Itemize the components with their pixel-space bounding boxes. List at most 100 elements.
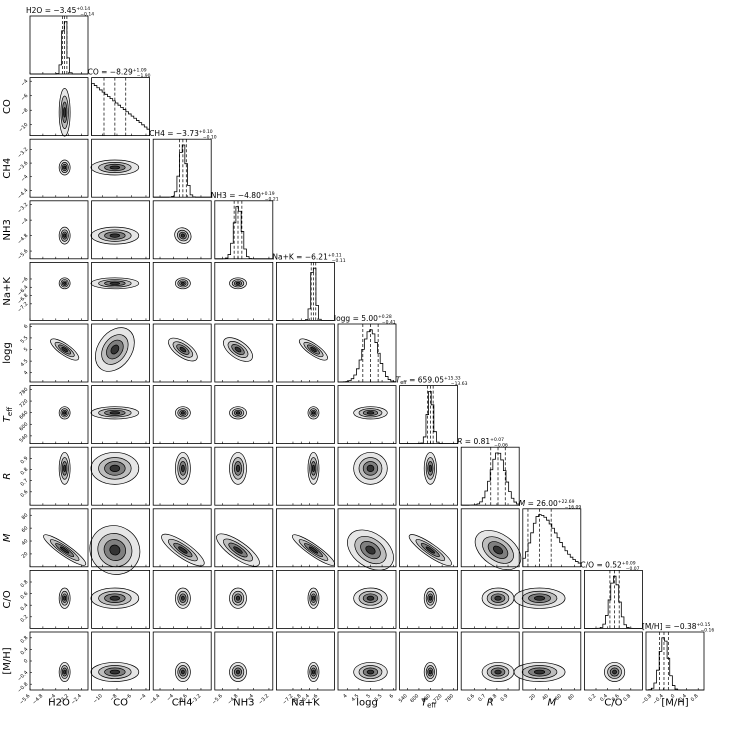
x-tick-label-10-6-2: 660 bbox=[421, 693, 432, 704]
x-axis-label-6: Teff bbox=[421, 698, 436, 710]
panel-9-1 bbox=[90, 570, 150, 629]
x-tick-label-10-2-1: −4 bbox=[166, 693, 175, 702]
x-tick-label-10-7-2: 0.8 bbox=[488, 693, 498, 703]
contour-8-3-3 bbox=[233, 546, 243, 554]
panel-7-0 bbox=[29, 446, 89, 506]
y-tick-label-1-3: −4 bbox=[20, 78, 29, 87]
panel-10-0 bbox=[29, 631, 89, 691]
panel-9-3 bbox=[214, 570, 274, 629]
x-tick-label-10-1-2: −6 bbox=[123, 693, 132, 702]
panel-frame-4-1 bbox=[91, 261, 150, 321]
panel-4-2 bbox=[152, 261, 212, 321]
contour-9-6-3 bbox=[428, 595, 432, 601]
contour-10-4-3 bbox=[312, 669, 315, 675]
panel-frame-3-1 bbox=[91, 200, 150, 260]
panel-title-9: C/O = 0.52+0.09 bbox=[580, 560, 635, 569]
panel-9-8 bbox=[513, 570, 582, 629]
contour-7-4-3 bbox=[312, 464, 315, 473]
x-axis-label-1: CO bbox=[113, 698, 128, 709]
panel-frame-2-0 bbox=[29, 138, 89, 198]
panel-5-1 bbox=[91, 323, 150, 383]
contour-6-0-3 bbox=[63, 411, 67, 415]
panel-3-1 bbox=[90, 200, 150, 260]
y-tick-label-1-2: −6 bbox=[20, 93, 29, 102]
panel-title-0: H2O = −3.45+0.14 bbox=[26, 6, 90, 15]
x-axis-label-0: H2O bbox=[48, 698, 70, 709]
y-axis-label-4: Na+K bbox=[2, 277, 13, 306]
contour-10-7-3 bbox=[494, 669, 502, 675]
panel-title-4: Na+K = −6.21+0.11 bbox=[272, 252, 341, 261]
panel-10-8 bbox=[513, 631, 582, 691]
panel-title-sub-8: −16.09 bbox=[565, 504, 582, 510]
panel-frame-10-1 bbox=[91, 631, 150, 691]
panel-frame-8-8 bbox=[522, 508, 582, 568]
contour-4-1-3 bbox=[109, 281, 121, 285]
x-tick-label-10-5-2: 5 bbox=[365, 693, 371, 699]
panel-6-5 bbox=[337, 385, 397, 445]
panel-frame-4-0 bbox=[29, 261, 89, 321]
panel-frame-6-5 bbox=[337, 385, 397, 445]
contour-10-3-3 bbox=[235, 669, 241, 675]
panel-frame-7-3 bbox=[214, 446, 274, 506]
panel-frame-1-0 bbox=[29, 77, 89, 136]
panel-8-2 bbox=[152, 508, 212, 568]
panel-frame-7-6 bbox=[399, 446, 459, 506]
contour-5-4-3 bbox=[310, 346, 317, 353]
y-tick-label-10-4: 0.8 bbox=[20, 635, 30, 645]
panel-7-4 bbox=[275, 446, 335, 506]
histogram-8 bbox=[522, 514, 582, 567]
panel-4-4 bbox=[275, 261, 335, 321]
y-tick-label-5-3: 5.5 bbox=[20, 335, 30, 345]
panel-frame-0-0 bbox=[29, 15, 89, 75]
contour-2-1-3 bbox=[109, 165, 121, 170]
panel-frame-9-9 bbox=[584, 570, 643, 629]
y-tick-label-7-0: 0.6 bbox=[20, 489, 30, 499]
contour-10-0-3 bbox=[63, 669, 67, 675]
panel-10-3 bbox=[214, 631, 274, 691]
x-tick-label-10-4-3: −6 bbox=[310, 693, 319, 702]
panel-6-6 bbox=[399, 385, 459, 445]
panel-frame-5-2 bbox=[152, 323, 212, 383]
panel-10-6 bbox=[399, 631, 459, 691]
panel-8-8 bbox=[522, 508, 582, 568]
panel-9-2 bbox=[152, 570, 212, 629]
panel-frame-8-7 bbox=[460, 508, 520, 568]
panel-8-5 bbox=[337, 508, 397, 571]
panel-4-0 bbox=[29, 261, 89, 321]
x-tick-label-10-2-0: −4.4 bbox=[149, 693, 162, 706]
y-axis-label-10: [M/H] bbox=[2, 647, 13, 674]
y-tick-label-7-3: 0.9 bbox=[20, 456, 30, 466]
contour-3-2-3 bbox=[180, 233, 185, 238]
contour-6-2-3 bbox=[180, 411, 185, 415]
y-tick-label-7-1: 0.7 bbox=[20, 478, 30, 488]
x-tick-label-10-6-4: 780 bbox=[444, 693, 455, 704]
panel-7-2 bbox=[152, 446, 212, 506]
x-tick-label-10-7-1: 0.7 bbox=[477, 693, 487, 703]
histogram-1 bbox=[91, 83, 150, 136]
panel-7-5 bbox=[337, 446, 397, 506]
panel-7-1 bbox=[90, 446, 150, 506]
panel-title-sub-5: −0.41 bbox=[382, 320, 396, 326]
panel-title-sub-0: −0.14 bbox=[80, 12, 94, 18]
y-tick-label-8-3: 80 bbox=[21, 512, 30, 521]
contour-7-6-3 bbox=[428, 464, 432, 473]
y-tick-label-3-3: −3.2 bbox=[17, 202, 30, 215]
panel-frame-6-6 bbox=[399, 385, 459, 445]
x-tick-label-10-10-4: 0.8 bbox=[690, 693, 700, 703]
y-tick-label-6-4: 780 bbox=[18, 387, 29, 398]
contour-9-0-3 bbox=[63, 595, 67, 601]
x-axis-label-7: R bbox=[487, 698, 494, 709]
panel-title-sub-1: −1.90 bbox=[137, 73, 151, 79]
contour-5-3-3 bbox=[234, 346, 242, 353]
contour-7-3-3 bbox=[235, 464, 241, 473]
contour-1-0-3 bbox=[63, 107, 67, 118]
x-tick-label-10-1-3: −4 bbox=[138, 693, 147, 702]
panel-frame-10-0 bbox=[29, 631, 89, 691]
panel-frame-6-2 bbox=[152, 385, 212, 445]
panel-title-10: [M/H] = −0.38+0.15 bbox=[642, 622, 710, 631]
panel-10-4 bbox=[275, 631, 335, 691]
x-axis-label-4: Na+K bbox=[291, 698, 320, 709]
y-tick-label-2-1: −4 bbox=[20, 174, 29, 183]
contour-4-2-3 bbox=[180, 281, 185, 285]
